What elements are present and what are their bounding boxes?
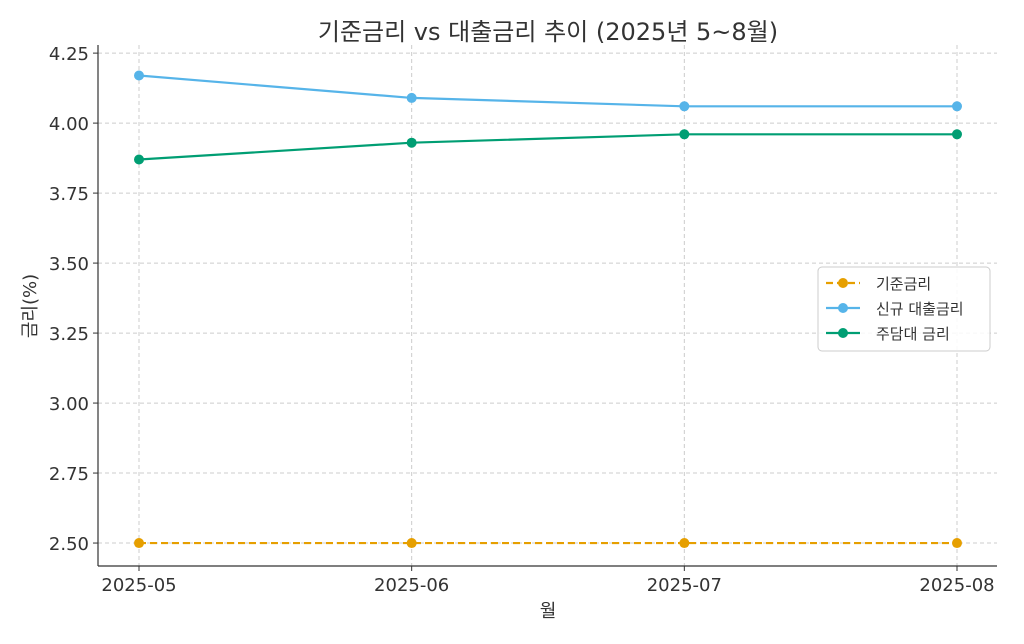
y-tick-label: 4.00 [49,114,89,135]
legend-label: 신규 대출금리 [876,300,964,318]
series-line [138,133,957,161]
y-tick-label: 2.50 [49,534,89,555]
data-point [679,538,690,549]
data-point [134,154,144,165]
data-point [952,538,962,549]
x-axis-label: 월 [540,601,557,622]
legend-box [817,266,991,352]
data-point [679,101,690,112]
legend-marker [838,328,848,338]
data-point [134,538,144,549]
y-tick-label: 4.25 [49,44,89,65]
data-point [679,129,690,140]
series-line [138,74,957,108]
y-axis-label: 금리(%) [20,274,41,338]
legend-label: 기준금리 [876,275,931,293]
legend-label: 주담대 금리 [876,325,950,343]
axes: 2.50 2.75 3.00 3.25 3.50 3.75 4.00 4.25 2025-05 2… [49,44,997,596]
y-tick-label: 3.50 [49,254,89,275]
y-tick-label: 3.25 [49,324,89,345]
chart-title: 기준금리 vs 대출금리 추이 (2025년 5~8월) [318,18,778,46]
x-tick-label: 2025-07 [647,575,722,596]
data-point [952,129,962,140]
data-point [952,101,962,112]
y-tick-label: 3.75 [49,184,89,205]
y-tick-label: 3.00 [49,394,89,415]
x-tick-label: 2025-05 [101,575,176,596]
data-point [406,137,417,148]
legend-marker [838,303,848,313]
x-tick-label: 2025-06 [374,575,449,596]
data-point [406,92,417,103]
y-tick-label: 2.75 [49,464,89,485]
x-tick-label: 2025-08 [919,575,994,596]
legend-marker [838,278,848,288]
data-point [406,538,417,549]
series-group [134,70,962,549]
data-point [134,70,144,81]
